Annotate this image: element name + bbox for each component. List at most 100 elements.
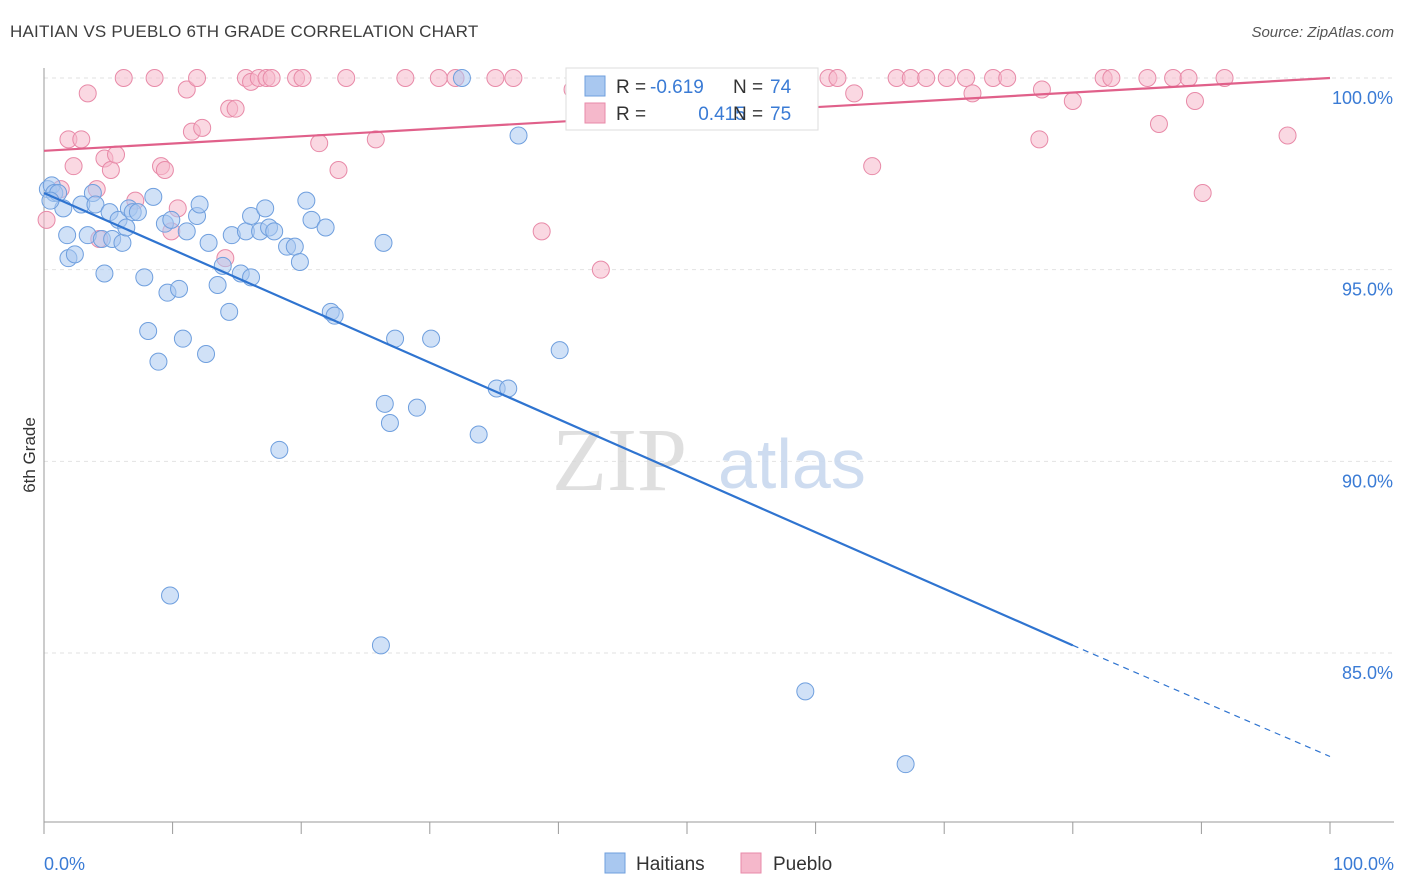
haitians-point bbox=[197, 345, 216, 363]
pueblo-point bbox=[337, 69, 356, 87]
watermark: ZIP atlas bbox=[552, 411, 866, 510]
y-axis-title: 6th Grade bbox=[20, 417, 39, 493]
pueblo-point bbox=[957, 69, 976, 87]
haitians-point bbox=[302, 210, 321, 229]
watermark-atlas: atlas bbox=[718, 425, 866, 503]
pueblo-point bbox=[1063, 92, 1082, 110]
svg-text:R =: R = bbox=[616, 77, 646, 98]
haitians-point bbox=[371, 636, 390, 655]
x-ticks bbox=[43, 822, 1331, 834]
haitians-point bbox=[177, 222, 196, 241]
haitians-point bbox=[144, 187, 163, 206]
haitians-point bbox=[135, 268, 154, 287]
haitians-point bbox=[149, 352, 168, 371]
pueblo-point bbox=[901, 69, 920, 87]
svg-text:74: 74 bbox=[770, 77, 792, 98]
haitians-point bbox=[407, 398, 426, 417]
haitians-point bbox=[95, 264, 114, 283]
stats-n-value-pueblo: 75 bbox=[770, 104, 791, 125]
stats-legend-swatch-pueblo bbox=[584, 102, 606, 124]
svg-text:75: 75 bbox=[770, 104, 791, 125]
legend-swatch-haitians bbox=[604, 852, 626, 874]
stats-n-label-haitians: N = bbox=[733, 77, 763, 98]
pueblo-point bbox=[828, 69, 847, 87]
haitians-point bbox=[242, 207, 261, 225]
haitians-point bbox=[509, 126, 528, 145]
haitians-point bbox=[290, 253, 309, 271]
pueblo-point bbox=[72, 130, 91, 149]
y-tick-label: 90.0% bbox=[1342, 471, 1393, 491]
pueblo-point bbox=[193, 118, 212, 137]
pueblo-point bbox=[177, 80, 196, 99]
pueblo-point bbox=[486, 69, 505, 87]
haitians-trend-line bbox=[43, 191, 1074, 647]
pueblo-point bbox=[429, 69, 448, 87]
pueblo-point bbox=[1102, 69, 1121, 87]
pueblo-point bbox=[1138, 69, 1157, 87]
pueblo-point bbox=[1185, 92, 1204, 110]
stats-legend-box bbox=[565, 67, 819, 131]
haitians-point bbox=[469, 425, 488, 444]
pueblo-point bbox=[1278, 126, 1297, 145]
haitians-point bbox=[297, 191, 316, 210]
haitians-point bbox=[58, 226, 77, 245]
haitians-point bbox=[86, 195, 105, 214]
haitians-trend-extension bbox=[1072, 644, 1331, 758]
haitians-point bbox=[208, 276, 227, 294]
pueblo-point bbox=[532, 222, 551, 241]
x-tick-label-100: 100.0% bbox=[1333, 854, 1394, 874]
pueblo-point bbox=[114, 69, 133, 87]
pueblo-point bbox=[1164, 69, 1183, 87]
stats-n-label-pueblo: N = bbox=[733, 104, 763, 125]
haitians-points bbox=[38, 69, 915, 774]
haitians-point bbox=[161, 586, 180, 605]
pueblo-point bbox=[145, 69, 164, 87]
haitians-point bbox=[170, 279, 189, 298]
legend-swatch-pueblo bbox=[740, 852, 762, 874]
stats-n-value-haitians: 74 bbox=[770, 77, 792, 98]
y-tick-label: 95.0% bbox=[1342, 280, 1393, 300]
haitians-point bbox=[113, 233, 132, 252]
legend-label-pueblo: Pueblo bbox=[773, 854, 832, 875]
svg-text:-0.619: -0.619 bbox=[650, 77, 704, 98]
pueblo-point bbox=[293, 69, 312, 87]
pueblo-point bbox=[591, 260, 610, 279]
pueblo-point bbox=[1215, 69, 1234, 87]
stats-legend: R = -0.619 N = 74 R = 0.415 N = 75 bbox=[565, 67, 819, 131]
pueblo-point bbox=[937, 69, 956, 87]
svg-text:N =: N = bbox=[733, 104, 763, 125]
haitians-point bbox=[422, 329, 441, 348]
haitians-point bbox=[270, 440, 289, 459]
haitians-point bbox=[173, 329, 192, 348]
haitians-point bbox=[796, 682, 815, 701]
haitians-point bbox=[128, 203, 147, 222]
stats-r-label-pueblo: R = bbox=[616, 104, 646, 125]
haitians-point bbox=[375, 394, 394, 413]
trend-lines bbox=[43, 76, 1331, 758]
pueblo-point bbox=[155, 161, 174, 179]
haitians-point bbox=[190, 195, 209, 214]
stats-r-value-haitians: -0.619 bbox=[650, 77, 704, 98]
haitians-point bbox=[220, 302, 239, 321]
pueblo-point bbox=[1149, 115, 1168, 133]
x-tick-label-0: 0.0% bbox=[44, 854, 85, 874]
pueblo-point bbox=[1193, 184, 1212, 202]
haitians-point bbox=[162, 210, 181, 229]
pueblo-point bbox=[396, 69, 415, 87]
pueblo-point bbox=[78, 84, 97, 103]
pueblo-point bbox=[998, 69, 1017, 87]
y-tick-label: 100.0% bbox=[1332, 88, 1393, 108]
stats-legend-swatch-haitians bbox=[584, 75, 606, 97]
haitians-point bbox=[256, 199, 275, 218]
haitians-point bbox=[265, 222, 284, 241]
pueblo-point bbox=[188, 69, 207, 87]
haitians-point bbox=[139, 322, 158, 340]
y-tick-label: 85.0% bbox=[1342, 663, 1393, 683]
svg-text:R =: R = bbox=[616, 104, 646, 125]
haitians-point bbox=[896, 755, 915, 774]
svg-text:N =: N = bbox=[733, 77, 763, 98]
pueblo-point bbox=[101, 161, 120, 179]
grid-lines bbox=[44, 77, 1394, 654]
haitians-point bbox=[285, 237, 304, 256]
